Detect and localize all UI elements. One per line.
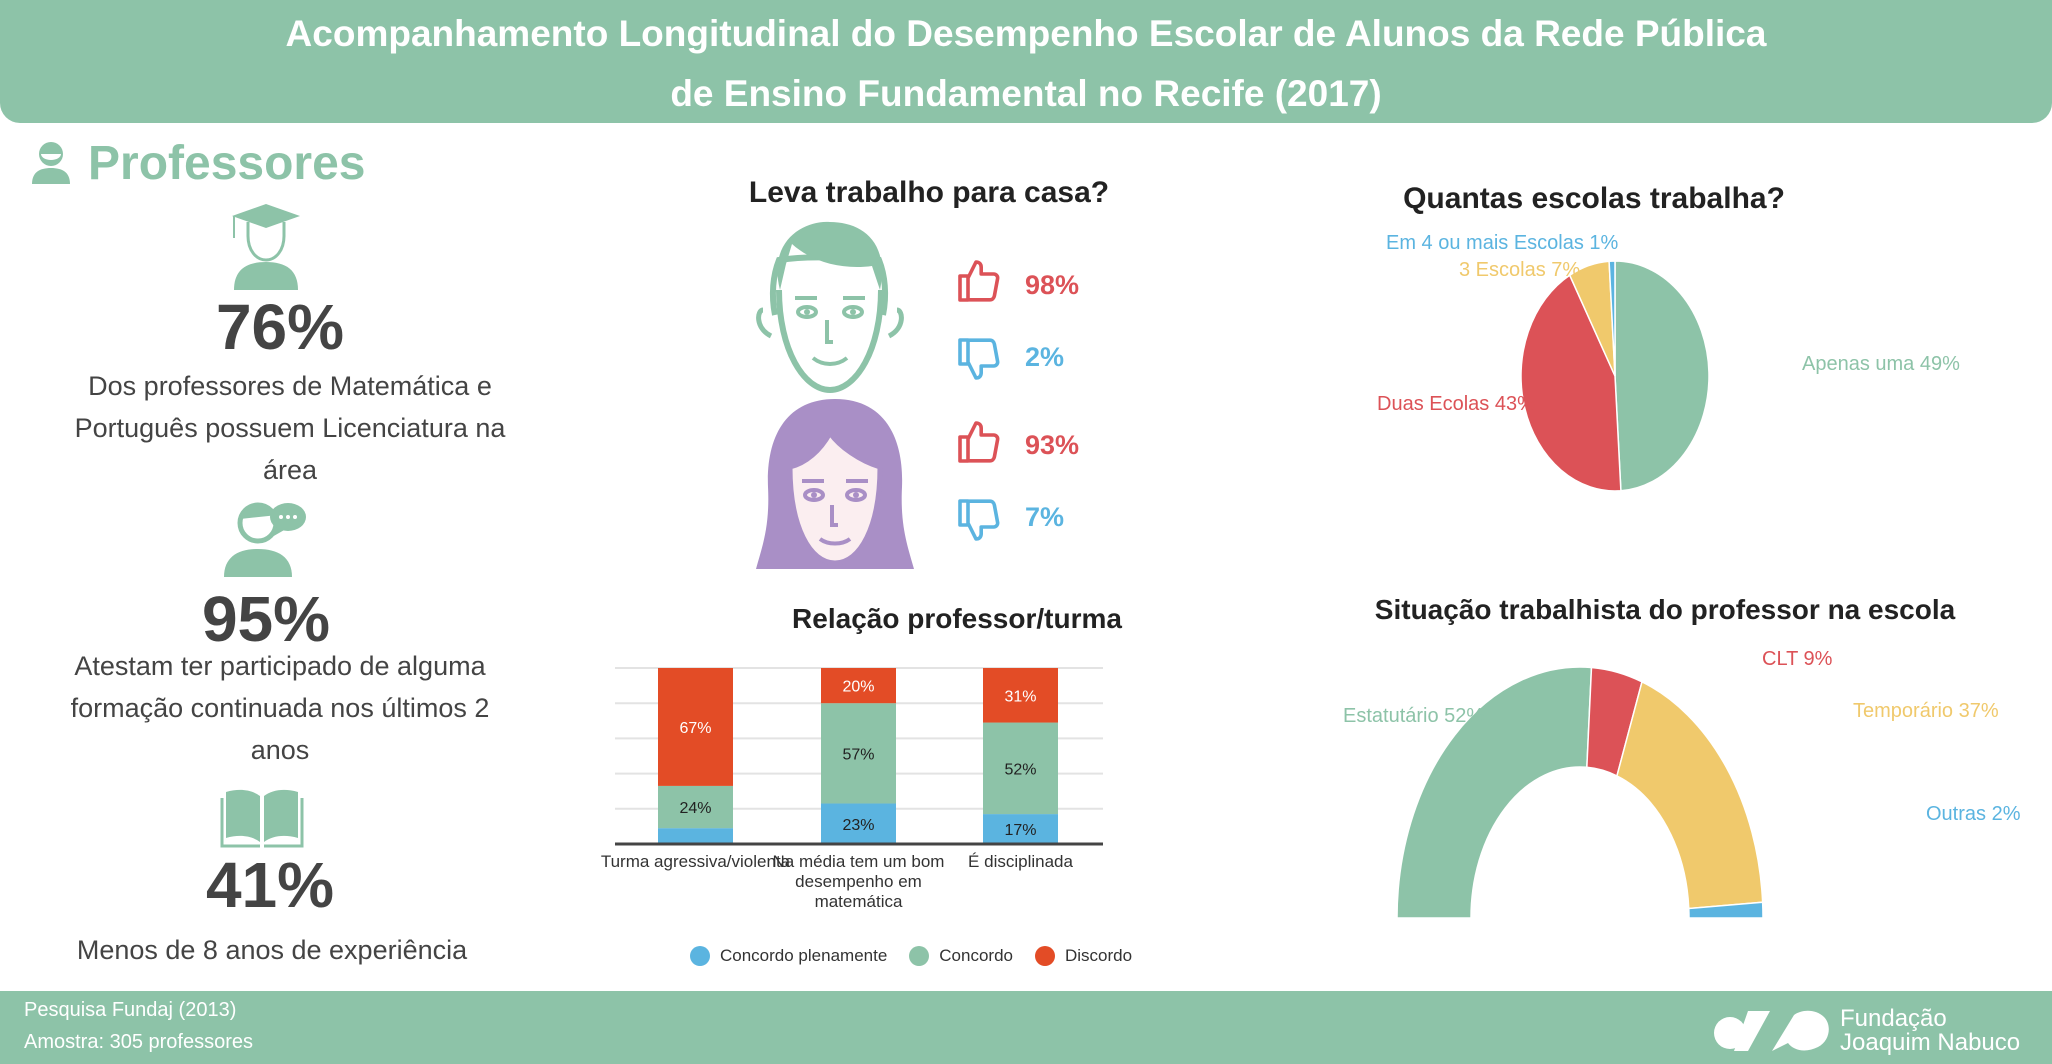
desc-line: Atestam ter participado de alguma xyxy=(74,651,486,681)
bar-segment xyxy=(983,814,1058,844)
donut-label: Temporário 37% xyxy=(1853,700,1999,722)
bar-segment xyxy=(821,803,896,844)
legend-swatch xyxy=(690,946,710,966)
logo-text-line: Fundação xyxy=(1840,1005,1947,1032)
bar-segment xyxy=(983,722,1058,815)
footer: Pesquisa Fundaj (2013) Amostra: 305 prof… xyxy=(0,991,2052,1064)
header-banner: Acompanhamento Longitudinal do Desempenh… xyxy=(0,0,2052,123)
teacher-speech-icon xyxy=(224,502,306,577)
male-no-pct: 2% xyxy=(1025,342,1065,372)
donut-label: Estatutário 52% xyxy=(1343,705,1485,727)
donut-segment xyxy=(1687,901,1764,919)
bar-data-label: 57% xyxy=(842,746,874,763)
desc-line: Dos professores de Matemática e xyxy=(88,371,492,401)
female-no-pct: 7% xyxy=(1025,502,1065,532)
category-label: Turma agressiva/violenta xyxy=(601,852,791,871)
category-label: desempenho em xyxy=(795,872,922,891)
bar-segment xyxy=(821,668,896,704)
pie-label: 3 Escolas 7% xyxy=(1459,259,1581,281)
thumbs-up-icon xyxy=(958,260,1000,302)
pie-label: Duas Ecolas 43% xyxy=(1377,393,1535,415)
pie-label: Em 4 ou mais Escolas 1% xyxy=(1386,232,1619,254)
male-face-icon xyxy=(756,221,904,394)
bar-data-label: 24% xyxy=(679,800,711,817)
desc-line: Português possuem Licenciatura na xyxy=(74,413,506,443)
section-title: Professores xyxy=(88,137,366,190)
donut-label: Outras 2% xyxy=(1926,803,2021,825)
title-line-1: Acompanhamento Longitudinal do Desempenh… xyxy=(285,13,1767,54)
logo-text-line: Joaquim Nabuco xyxy=(1840,1029,2021,1056)
male-yes-pct: 98% xyxy=(1025,270,1080,300)
bar-data-label: 17% xyxy=(1004,822,1036,839)
graduate-icon xyxy=(232,204,300,290)
pie-label: Apenas uma 49% xyxy=(1802,353,1960,375)
category-label: Na média tem um bom xyxy=(773,852,945,871)
donut-segment xyxy=(1616,680,1764,910)
bar-legend: Concordo plenamente Concordo Discordo xyxy=(690,946,1132,966)
stat-value-licenciatura: 76% xyxy=(215,291,345,363)
desc-line: Menos de 8 anos de experiência xyxy=(76,935,468,965)
bar-data-label: 52% xyxy=(1004,761,1036,778)
legend-swatch xyxy=(1035,946,1055,966)
source-text: Pesquisa Fundaj (2013) xyxy=(24,999,237,1021)
bar-segment xyxy=(821,703,896,804)
person-icon xyxy=(32,142,70,184)
sample-text: Amostra: 305 professores xyxy=(24,1031,253,1053)
stat-desc-experiencia: Menos de 8 anos de experiência xyxy=(22,929,522,971)
thumbs-down-icon xyxy=(958,338,1000,380)
pie-slice xyxy=(1614,260,1710,492)
thumbs-up-icon xyxy=(958,421,1000,463)
legend-label: Discordo xyxy=(1065,946,1133,965)
homework-title: Leva trabalho para casa? xyxy=(748,176,1110,209)
title-line-2: de Ensino Fundamental no Recife (2017) xyxy=(670,73,1382,114)
legend-item: Discordo xyxy=(1035,946,1132,966)
thumbs-down-icon xyxy=(958,499,1000,541)
female-face-icon xyxy=(756,399,914,569)
desc-line: anos xyxy=(250,735,310,765)
bar-segment xyxy=(658,828,733,844)
bar-data-label: 20% xyxy=(842,679,874,696)
category-label: matemática xyxy=(815,892,903,911)
bar-data-label: 23% xyxy=(842,817,874,834)
bar-segment xyxy=(658,785,733,829)
bar-data-label: 31% xyxy=(1004,688,1036,705)
bar-data-label: 67% xyxy=(679,720,711,737)
legend-item: Concordo plenamente xyxy=(690,946,887,966)
category-label: É disciplinada xyxy=(968,852,1073,871)
legend-swatch xyxy=(909,946,930,966)
legend-label: Concordo plenamente xyxy=(720,946,888,965)
logo-text: Fundação Joaquim Nabuco xyxy=(1840,1007,2020,1055)
pie-slice xyxy=(1520,274,1622,492)
bar-chart-title: Relação professor/turma xyxy=(792,603,1122,634)
donut-label: CLT 9% xyxy=(1762,648,1833,670)
pie-chart-title: Quantas escolas trabalha? xyxy=(1403,182,1785,215)
legend-label: Concordo xyxy=(939,946,1013,965)
bar-segment xyxy=(983,668,1058,723)
bar-segment xyxy=(658,668,733,786)
donut-segment xyxy=(1396,666,1593,919)
stat-desc-licenciatura: Dos professores de Matemática e Portuguê… xyxy=(40,365,540,491)
stat-desc-formacao: Atestam ter participado de alguma formaç… xyxy=(30,645,530,771)
fundaj-logo xyxy=(1714,1010,1829,1051)
desc-line: área xyxy=(262,455,318,485)
stat-value-experiencia: 41% xyxy=(205,849,335,921)
book-icon xyxy=(220,789,304,848)
pie-slice xyxy=(1608,260,1616,377)
stat-value-formacao: 95% xyxy=(201,583,331,655)
donut-chart-title: Situação trabalhista do professor na esc… xyxy=(1374,594,1956,625)
female-yes-pct: 93% xyxy=(1025,430,1080,460)
legend-item: Concordo xyxy=(909,946,1013,966)
desc-line: formação continuada nos últimos 2 xyxy=(70,693,490,723)
